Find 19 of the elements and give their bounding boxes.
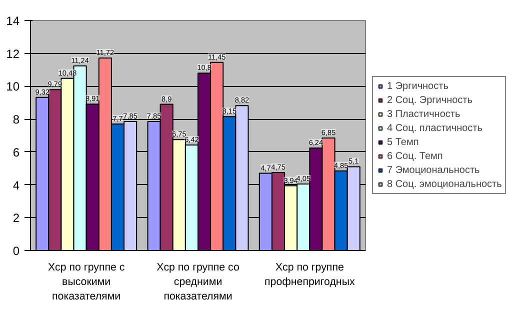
y-tick-label: 8	[12, 112, 20, 127]
legend-label: 4 Соц. пластичность	[387, 122, 482, 134]
y-tick-label: 6	[12, 145, 20, 160]
x-tick-label: Xср по группе с высокими показателями	[48, 262, 126, 302]
y-tick-label: 14	[6, 14, 20, 28]
legend-label: 8 Соц. эмоциональность	[387, 178, 502, 190]
y-tick-label: 2	[12, 211, 20, 226]
legend-label: 6 Соц. Темп	[387, 150, 443, 162]
legend-label: 5 Темп	[387, 136, 419, 148]
y-tick-label: 12	[6, 46, 20, 61]
x-tick-label: Xср по группе профнепригодных	[264, 262, 356, 288]
legend-label: 2 Соц. Эргичность	[387, 94, 472, 106]
y-tick-label: 10	[6, 80, 20, 94]
y-tick-label: 0	[12, 244, 20, 258]
x-tick-label: Xср по группе со средними показателями	[156, 262, 240, 302]
legend-label: 1 Эргичность	[387, 80, 448, 92]
legend-label: 7 Эмоциональность	[387, 164, 480, 176]
y-tick-label: 4	[12, 178, 20, 192]
legend-label: 3 Пластичность	[387, 108, 460, 120]
